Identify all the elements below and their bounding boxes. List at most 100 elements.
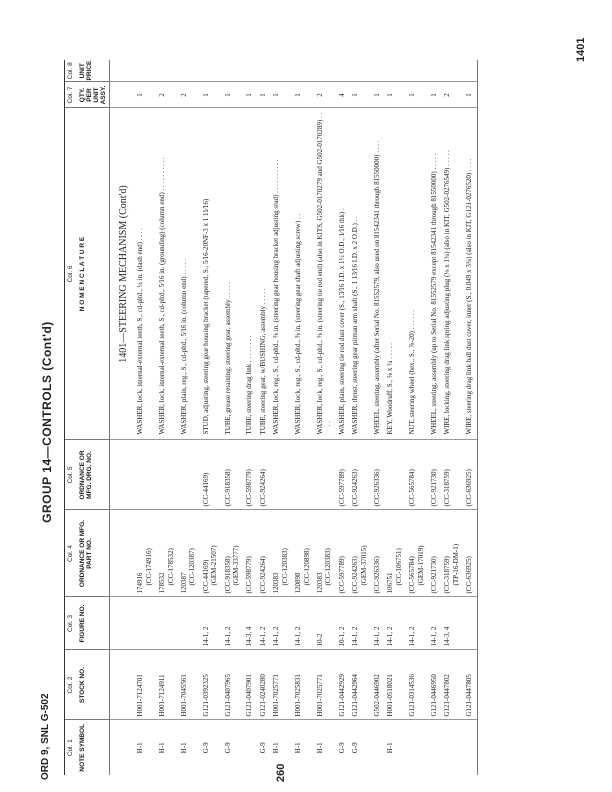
column-label: FIGURE NO. <box>79 604 86 643</box>
nomenclature: TUBE, steering gear, w/BUSHING, assembly… <box>256 108 271 440</box>
drawing-number: (CC-565784) <box>406 440 428 510</box>
part-number-line: (CC-918358) <box>223 556 232 594</box>
stock-number: G121-0442929 <box>335 650 350 720</box>
nomenclature-text: TUBE, steering gear, w/BUSHING, assembly… <box>258 288 267 435</box>
table-row: G121-0447802 14-3, 4 (CC-318759) (TP-16-DM-… <box>441 60 464 775</box>
nomenclature: WASHER, plain, steering tie rod dust cov… <box>335 108 350 440</box>
nomenclature-text: WHEEL, steering, assembly (after Serial … <box>372 140 381 435</box>
quantity: 2 <box>178 82 200 108</box>
drawing-number-text: (CC-318759) <box>443 469 452 507</box>
note-symbol: G-9 <box>222 720 244 775</box>
part-number-line: (CC-924264) <box>258 556 267 594</box>
part-number: (CC-636925) <box>463 510 478 597</box>
nomenclature-text: WASHER, lock, reg., S., cd-pltd., ⅝ in. … <box>294 213 303 435</box>
nomenclature-text: KEY, Woodruff, S., ⅜ x ¼ . . . . . <box>386 343 395 435</box>
stock-number-text: H001-7124701 <box>136 674 145 717</box>
figure-number-text: 14-1, 2 <box>272 626 281 647</box>
note-symbol <box>371 720 384 775</box>
table-row: G121-0447805 (CC-636925) (CC-636925) WIRE, … <box>463 60 478 775</box>
part-number: 120383 (CC-120383) <box>313 510 336 597</box>
column-header-5: Col. 5 ORDNANCE OR MFG. DRG. NO. <box>64 440 110 510</box>
part-number: (CC-918358) (GEM-33777) <box>221 510 244 597</box>
part-number-line: (CC-178532) <box>166 548 175 586</box>
drawing-number-text: (CC-918358) <box>223 469 232 507</box>
figure-number <box>156 597 179 650</box>
part-number-line: 174916 <box>136 572 145 594</box>
stock-number: G121-0240280 <box>256 650 271 720</box>
table-row: G121-0446950 14-1, 2 (CC-921730) (CC-921730… <box>427 60 442 775</box>
stock-number-text: G121-0240280 <box>258 674 267 717</box>
quantity: 1 <box>463 82 478 108</box>
figure-number-text: 14-1, 2 <box>429 626 438 647</box>
drawing-number <box>270 440 293 510</box>
figure-number: 14-1, 2 <box>370 597 385 650</box>
quantity-text: 1 <box>372 93 381 97</box>
stock-number: H001-0518021 <box>384 650 407 720</box>
quantity-text: 1 <box>294 93 303 97</box>
unit-price <box>270 60 293 82</box>
note-symbol-text: G-9 <box>223 742 232 754</box>
column-header-2: Col. 2 STOCK NO. <box>64 650 110 720</box>
stock-number: H001-7124701 <box>134 650 157 720</box>
part-number: 174916 (CC-174916) <box>134 510 157 597</box>
stock-number-text: H001-0518021 <box>386 674 395 717</box>
unit-price <box>256 60 271 82</box>
quantity: 1 <box>384 82 407 108</box>
quantity: 1 <box>370 82 385 108</box>
note-symbol-text: G-9 <box>337 742 346 754</box>
quantity: 1 <box>406 82 428 108</box>
note-symbol: H-1 <box>156 720 178 775</box>
nomenclature: WASHER, thrust, steering gear pitman arm… <box>349 108 371 440</box>
part-number-line: 178532 <box>158 572 167 594</box>
unit-price <box>178 60 200 82</box>
drawing-number: (CC-924264) <box>256 440 271 510</box>
quantity-text: 1 <box>465 93 474 97</box>
table-row: H-1 H001-7025771 10-2 120383 (CC-120383) WASH… <box>313 60 336 775</box>
column-header-8: Col. 8 UNIT PRICE <box>64 60 110 82</box>
table-row: G-9 G121-0240280 14-1, 2 (CC-924264) (CC-924… <box>256 60 271 775</box>
nomenclature: WASHER, lock, reg., S., cd-pltd., ⅝ in. … <box>292 108 314 440</box>
figure-number: 14-1, 2 <box>384 597 407 650</box>
part-number-line: (CC-318759) <box>443 556 452 594</box>
drawing-number <box>292 440 314 510</box>
part-number-line: (TP-16-DM-1) <box>451 543 460 586</box>
quantity-text: 2 <box>443 93 452 97</box>
nomenclature: WASHER, plain, reg., S., cd-pltd., 5⁄16 … <box>178 108 200 440</box>
part-number: (CC-318759) (TP-16-DM-1) <box>441 510 464 597</box>
unit-price <box>463 60 478 82</box>
stock-number: H001-7025771 <box>270 650 293 720</box>
figure-number-text: 14-1, 2 <box>408 626 417 647</box>
quantity: 2 <box>156 82 179 108</box>
part-number: (CC-926336) <box>370 510 385 597</box>
nomenclature: WASHER, lock, internal-external teeth, S… <box>134 108 157 440</box>
note-symbol: H-1 <box>384 720 406 775</box>
stock-number-text: H001-7025831 <box>294 674 303 717</box>
drawing-number-text: (CC-636925) <box>465 469 474 507</box>
note-symbol: H-1 <box>270 720 292 775</box>
nomenclature: WHEEL, steering, assembly (up to Serial … <box>427 108 442 440</box>
drawing-number <box>134 440 157 510</box>
stock-number-text: H001-7025771 <box>272 674 281 717</box>
table-row: G502-0446902 14-1, 2 (CC-926336) (CC-926336… <box>370 60 385 775</box>
quantity: 1 <box>270 82 293 108</box>
note-symbol: G-9 <box>257 720 270 775</box>
stock-number: H001-7025831 <box>292 650 314 720</box>
part-number: 106751 (CC-106751) <box>384 510 407 597</box>
nomenclature: TUBE, steering drag link . . . . . . . . <box>243 108 257 440</box>
column-label: NOTE SYMBOL <box>79 723 86 772</box>
stock-number: G121-0314536 <box>406 650 428 720</box>
stock-number-text: G502-0446902 <box>372 674 381 717</box>
part-number-line: (CC-921730) <box>429 556 438 594</box>
stock-number: H001-7045561 <box>178 650 200 720</box>
column-number: Col. 7 <box>67 86 74 104</box>
drawing-number <box>384 440 407 510</box>
note-symbol-text: H-1 <box>315 742 324 754</box>
drawing-number: (CC-597789) <box>335 440 350 510</box>
part-number-line: (CC-120383) <box>324 548 333 586</box>
column-label: STOCK NO. <box>79 667 86 703</box>
column-label: UNIT PRICE <box>79 60 93 81</box>
nomenclature: WIRE, locking, steering drag link spring… <box>441 108 464 440</box>
column-header-3: Col. 3 FIGURE NO. <box>64 597 110 650</box>
part-number-line: (CC-120387) <box>188 548 197 586</box>
note-symbol <box>463 720 478 775</box>
